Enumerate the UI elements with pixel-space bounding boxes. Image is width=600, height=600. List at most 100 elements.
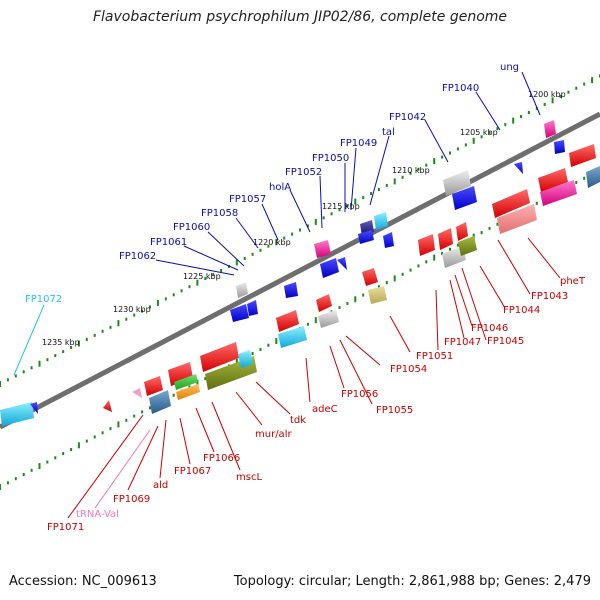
gene-arrow	[200, 342, 239, 372]
gene-arrow	[443, 170, 471, 196]
scale-tick	[267, 244, 270, 248]
scale-tick	[283, 236, 286, 240]
scale-tick	[14, 477, 17, 481]
scale-tick	[314, 218, 317, 225]
scale-tick	[22, 370, 25, 374]
gene-label: tal	[382, 127, 395, 138]
gene-label: FP1043	[531, 291, 568, 302]
gene-arrow	[174, 374, 198, 390]
gene-arrow	[30, 402, 38, 414]
gene-label: FP1051	[416, 351, 453, 362]
scale-tick	[370, 192, 373, 195]
scale-tick	[449, 247, 451, 251]
scale-tick	[93, 333, 96, 337]
gene-arrow	[569, 144, 596, 167]
scale-tick	[456, 243, 459, 247]
scale-tick	[85, 439, 88, 443]
scale-tick	[362, 293, 365, 297]
scale-tick	[504, 123, 507, 127]
scale-tick	[85, 337, 88, 341]
gene-arrow	[586, 166, 600, 188]
gene-label: holA	[269, 182, 291, 193]
scale-tick	[251, 352, 254, 355]
gene-label: FP1071	[47, 522, 84, 533]
scale-tick	[520, 115, 523, 118]
gene-arrow	[247, 300, 258, 316]
scale-tick	[6, 378, 9, 382]
kbp-marker: 1205 kbp	[460, 128, 498, 137]
kbp-marker: 1215 kbp	[322, 202, 360, 211]
scale-tick	[401, 272, 404, 276]
scale-tick	[46, 358, 49, 362]
scale-tick	[204, 377, 207, 381]
gene-arrow	[176, 384, 200, 400]
scale-tick	[251, 252, 254, 256]
scale-tick	[425, 163, 428, 167]
gene-label: FP1045	[487, 336, 524, 347]
scale-tick	[172, 393, 175, 397]
scale-tick	[62, 452, 65, 456]
scale-tick	[496, 222, 499, 226]
scale-tick	[575, 86, 578, 90]
gene-arrow	[514, 162, 523, 174]
scale-tick	[141, 309, 144, 313]
gene-label: FP1054	[390, 364, 427, 375]
scale-tick	[338, 208, 341, 212]
gene-label: FP1055	[376, 405, 413, 416]
gene-label: FP1040	[442, 83, 479, 94]
scale-tick	[196, 279, 199, 286]
scale-tick	[101, 431, 104, 435]
scale-tick	[62, 350, 65, 354]
scale-tick	[527, 111, 530, 114]
scale-tick	[267, 343, 270, 347]
gene-arrow	[383, 232, 394, 248]
gene-label: tdk	[290, 415, 306, 426]
scale-tick	[172, 293, 175, 297]
leader-lines	[13, 71, 561, 519]
genome-map: 1200 kbp 1205 kbp 1210 kbp 1215 kbp 1220…	[0, 62, 600, 533]
gene-label: ald	[153, 480, 168, 491]
scale-tick	[488, 131, 491, 135]
scale-tick	[401, 175, 404, 179]
gene-arrow	[418, 234, 435, 256]
scale-tick	[385, 281, 388, 285]
scale-tick	[543, 102, 546, 106]
scale-tick	[377, 285, 380, 289]
gene-label: FP1046	[471, 323, 508, 334]
gene-arrow	[362, 268, 378, 286]
gene-arrow	[374, 212, 388, 230]
scale-tick	[275, 338, 278, 344]
gene-arrow	[358, 230, 374, 244]
bottom-gene-labels: pheT FP1043 FP1044 FP1045 FP1046 FP1047 …	[47, 276, 586, 533]
gene-arrow	[456, 222, 468, 241]
scale-tick	[70, 346, 73, 349]
scale-tick	[141, 410, 144, 414]
scale-tick	[393, 178, 396, 185]
gene-arrow	[132, 388, 142, 398]
gene-label: tRNA-Val	[76, 509, 119, 520]
genome-backbone	[0, 111, 600, 430]
scale-tick	[22, 473, 25, 476]
scale-tick	[149, 406, 151, 410]
scale-tick	[385, 183, 388, 187]
scale-tick	[125, 418, 128, 422]
scale-tick	[559, 94, 562, 98]
gene-arrow	[320, 258, 339, 278]
scale-tick	[77, 442, 80, 449]
scale-tick	[235, 259, 238, 266]
scale-tick	[196, 379, 199, 386]
gene-label: FP1049	[340, 138, 377, 149]
scale-tick	[330, 212, 333, 216]
scale-tick	[583, 176, 586, 180]
gene-label: FP1057	[229, 194, 266, 205]
kbp-marker: 1200 kbp	[528, 90, 566, 99]
scale-tick	[591, 77, 594, 84]
scale-tick	[393, 275, 396, 282]
scale-tick	[338, 306, 341, 310]
kbp-marker: 1230 kbp	[113, 305, 151, 314]
gene-label: FP1060	[173, 222, 210, 233]
scale-tick	[14, 374, 17, 378]
kbp-marker: 1235 kbp	[42, 338, 80, 347]
kbp-markers: 1200 kbp 1205 kbp 1210 kbp 1215 kbp 1220…	[42, 90, 566, 347]
scale-tick	[188, 285, 191, 289]
